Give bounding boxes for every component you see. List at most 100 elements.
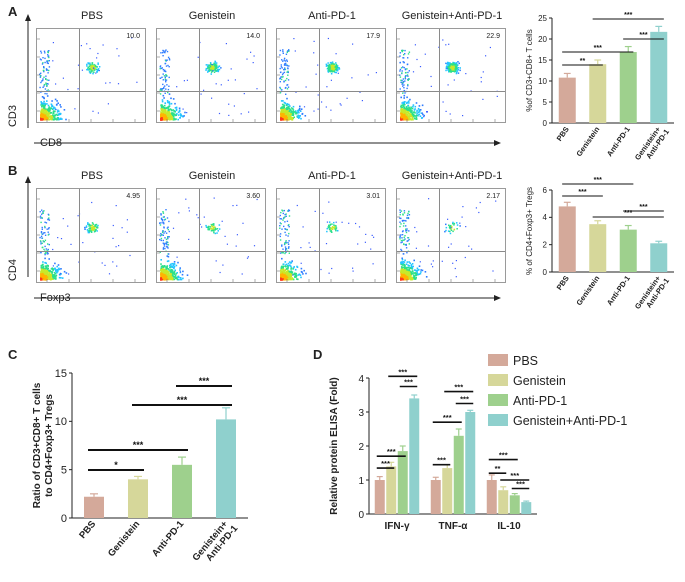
significance-bracket: *** [432,413,462,423]
quadrant-percentage: 3.60 [246,193,260,200]
legend-label: Genistein+Anti-PD-1 [513,414,627,428]
quadrant-gate-vertical [319,189,320,282]
x-tick-label: Anti-PD-1 [605,274,632,307]
bar-anti-pd-1 [172,464,192,518]
significance-bracket: *** [500,471,530,481]
x-tick-label: Anti-PD-1 [150,518,187,559]
flow-title: Anti-PD-1 [308,170,356,182]
significance-bracket: *** [592,12,664,20]
group-label: TNF-α [439,521,469,532]
significance-label: *** [510,471,519,480]
significance-bracket: ** [488,464,507,474]
significance-bracket: *** [176,376,232,387]
significance-label: *** [594,177,602,184]
y-tick-label: 3 [358,408,364,419]
x-tick-label: Genistein [106,519,142,559]
significance-bracket: *** [444,383,474,393]
y-tick-label: 2 [543,240,548,249]
error-bar [500,486,507,491]
significance-label: *** [594,45,602,52]
significance-label: *** [639,32,647,39]
y-axis: 0 1 2 3 4 [358,374,537,521]
significance-label: *** [460,395,469,404]
quadrant-gate-horizontal [157,91,265,92]
bar-genistein [498,490,509,514]
quadrant-gate-horizontal [37,251,145,252]
significance-label: *** [516,480,525,489]
bar-genistein-anti-pd-1 [650,243,668,272]
x-tick-label: Anti-PD-1 [605,125,632,158]
bar-anti-pd-1 [453,435,464,514]
error-bar [467,409,474,412]
y-tick-label: 4 [358,374,364,385]
foxp3-axis-label: Foxp3 [40,292,71,304]
panel-letter-c: C [8,347,18,362]
flow-dots [277,198,376,282]
quadrant-gate-vertical [79,29,80,122]
error-bar [222,407,230,420]
flow-dots [277,37,377,122]
flow-dots [397,38,498,122]
group-label: IFN-γ [385,521,410,532]
bar-genistein-anti-pd-1 [409,398,420,514]
y-tick-label: 5 [543,98,548,107]
error-bar [655,240,663,244]
quadrant-gate-horizontal [277,91,385,92]
quadrant-percentage: 17.9 [366,33,380,40]
flow-title: PBS [80,10,103,22]
bar-anti-pd-1 [619,229,637,272]
quadrant-gate-horizontal [277,251,385,252]
legend-swatch [488,414,508,426]
significance-bracket: *** [376,447,406,457]
flow-plot: 10.0 [36,28,146,123]
significance-bracket: * [88,460,144,471]
error-bar [178,456,186,465]
quadrant-percentage: 2.17 [486,193,500,200]
bar-anti-pd-1 [619,52,637,123]
bar-genistein-anti-pd-1 [465,412,476,514]
flow-dots [157,197,258,282]
flow-dots [37,198,136,282]
error-bar [134,475,142,480]
significance-label: *** [454,383,463,392]
flow-plot: 17.9 [276,28,386,123]
quadrant-percentage: 3.01 [366,193,380,200]
error-bar [624,224,632,230]
x-tick-label: Genistein+Anti-PD-1 [633,272,671,316]
y-tick-label: 20 [538,35,547,44]
significance-label: *** [578,189,586,196]
x-tick-label: Genistein [574,125,601,158]
quadrant-gate-vertical [199,189,200,282]
flow-plot: 14.0 [156,28,266,123]
quadrant-percentage: 10.0 [126,33,140,40]
significance-bracket: *** [88,440,188,451]
legend-swatch [488,394,508,406]
panel-letter-a: A [8,4,18,19]
significance-label: * [114,460,118,470]
error-bar [399,445,406,452]
significance-bracket: *** [488,451,518,461]
significance-bracket: *** [562,177,634,185]
flow-title: Genistein+Anti-PD-1 [401,170,503,182]
significance-bracket: *** [623,204,664,212]
legend-label: PBS [513,354,538,368]
y-tick-label: 5 [61,465,67,477]
legend-label: Anti-PD-1 [513,394,567,408]
bar-genistein [442,468,453,514]
x-tick-label: Genistein [574,274,601,307]
significance-label: *** [443,413,452,422]
y-tick-label: 1 [358,476,364,487]
significance-bracket: *** [592,210,664,218]
bar-genistein [128,479,148,518]
quadrant-gate-horizontal [37,91,145,92]
quadrant-percentage: 4.95 [126,193,140,200]
significance-label: *** [387,447,396,456]
bar-genistein-anti-pd-1 [216,419,236,518]
significance-label: ** [495,464,501,473]
x-tick-label: Genistein+Anti-PD-1 [633,123,671,167]
significance-bracket: *** [623,32,664,40]
quadrant-gate-vertical [319,29,320,122]
error-bar [624,45,632,53]
